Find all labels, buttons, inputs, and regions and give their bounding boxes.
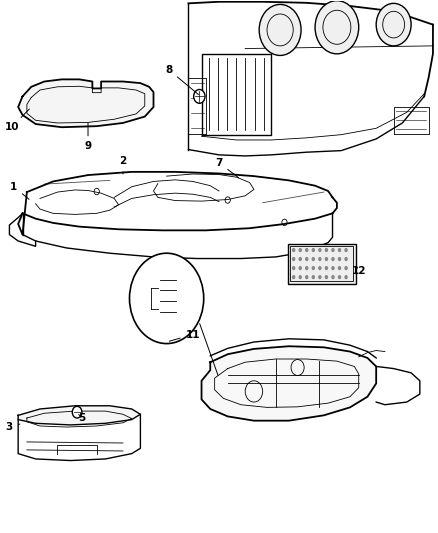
Circle shape [292, 248, 295, 252]
Text: 11: 11 [169, 329, 200, 341]
Circle shape [338, 275, 341, 279]
Polygon shape [18, 406, 141, 425]
Circle shape [305, 248, 308, 252]
Text: 12: 12 [351, 266, 366, 276]
Circle shape [325, 257, 328, 261]
Circle shape [305, 257, 308, 261]
Circle shape [318, 266, 321, 270]
Circle shape [338, 248, 341, 252]
Circle shape [292, 266, 295, 270]
Circle shape [344, 275, 348, 279]
Circle shape [331, 257, 335, 261]
Circle shape [338, 257, 341, 261]
Circle shape [325, 248, 328, 252]
Circle shape [298, 248, 302, 252]
Text: 9: 9 [85, 123, 92, 151]
Circle shape [325, 275, 328, 279]
Polygon shape [18, 79, 153, 127]
Circle shape [259, 4, 301, 55]
Circle shape [292, 257, 295, 261]
Polygon shape [158, 272, 179, 325]
Text: 7: 7 [215, 158, 239, 177]
Circle shape [338, 266, 341, 270]
Circle shape [315, 1, 359, 54]
Circle shape [331, 275, 335, 279]
Circle shape [331, 266, 335, 270]
Circle shape [298, 257, 302, 261]
Circle shape [305, 275, 308, 279]
Circle shape [298, 275, 302, 279]
Text: 5: 5 [78, 413, 85, 423]
Circle shape [344, 248, 348, 252]
Circle shape [311, 266, 315, 270]
Circle shape [130, 253, 204, 344]
Circle shape [311, 275, 315, 279]
Circle shape [344, 257, 348, 261]
Text: 3: 3 [6, 422, 20, 432]
Circle shape [318, 275, 321, 279]
Circle shape [292, 275, 295, 279]
Circle shape [298, 266, 302, 270]
Circle shape [311, 248, 315, 252]
Circle shape [72, 406, 82, 418]
Circle shape [318, 248, 321, 252]
FancyBboxPatch shape [288, 244, 356, 284]
Text: 8: 8 [165, 65, 198, 94]
Circle shape [194, 90, 205, 103]
Circle shape [325, 266, 328, 270]
Circle shape [344, 266, 348, 270]
Circle shape [311, 257, 315, 261]
Text: 10: 10 [4, 109, 29, 132]
Circle shape [305, 266, 308, 270]
Circle shape [318, 257, 321, 261]
Circle shape [376, 3, 411, 46]
Text: 2: 2 [119, 156, 127, 174]
Circle shape [331, 248, 335, 252]
Polygon shape [201, 346, 376, 421]
Text: 1: 1 [10, 182, 29, 199]
